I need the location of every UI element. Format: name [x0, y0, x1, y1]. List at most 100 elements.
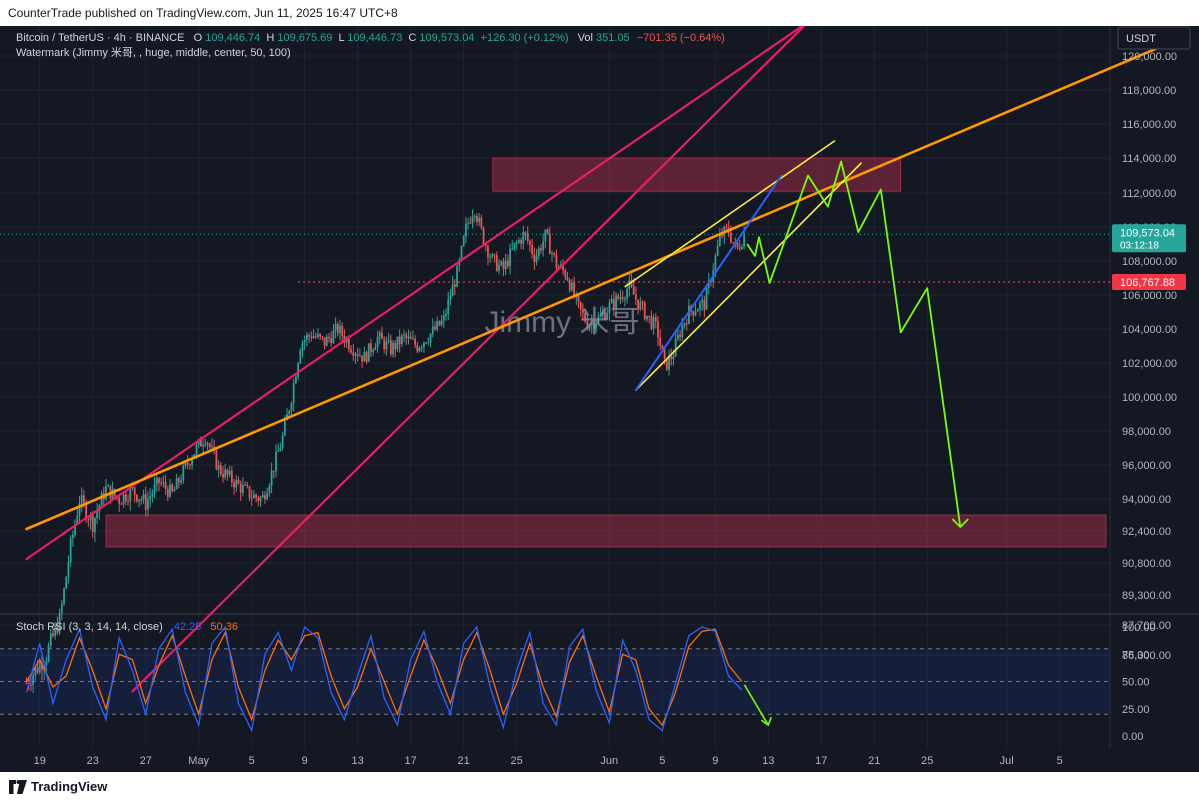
candle-body [32, 675, 35, 685]
channel-line [131, 26, 806, 693]
candle-body [725, 226, 728, 228]
candle [506, 254, 509, 269]
candle-body [632, 286, 635, 295]
candle [429, 333, 432, 348]
candle [257, 495, 260, 507]
candle [215, 449, 218, 471]
candle-body [372, 350, 375, 352]
candle [314, 332, 317, 339]
candle-body [131, 487, 134, 489]
candle-body [487, 245, 489, 258]
stoch-projection-arrow [760, 716, 773, 727]
candle-body [670, 356, 673, 360]
candle-body [617, 295, 620, 299]
stoch-d-line [25, 628, 743, 727]
price-tick-label: 106,000.00 [1122, 290, 1177, 302]
candle [78, 496, 81, 525]
candle-body [259, 497, 262, 501]
candle [412, 330, 414, 340]
candle-body [383, 338, 386, 350]
candle [129, 485, 132, 511]
candle-body [65, 576, 68, 589]
price-tick-label: 116,000.00 [1122, 119, 1176, 131]
candle [610, 295, 613, 304]
candle [650, 310, 653, 331]
candle [646, 315, 648, 323]
candle-body [535, 256, 538, 262]
candle-body [714, 255, 717, 271]
candle-body [610, 298, 613, 304]
candle-body [502, 261, 505, 270]
stoch-d-value: 50.36 [210, 621, 238, 633]
candle-body [138, 499, 141, 502]
candle-body [641, 302, 644, 304]
candle-body [365, 352, 368, 362]
candle [703, 295, 706, 318]
candle-body [354, 353, 357, 356]
candle [319, 333, 322, 341]
candle-body [626, 289, 628, 299]
price-tick-label: 114,000.00 [1122, 153, 1176, 165]
candle [80, 487, 83, 512]
candle-body [418, 347, 421, 352]
stoch-tick-label: 0.00 [1122, 731, 1143, 743]
candle-body [281, 435, 284, 448]
candle [367, 343, 370, 362]
candle [308, 332, 311, 344]
price-axis[interactable]: 120,000.00 118,000.00 116,000.00 114,000.00… [1122, 51, 1177, 743]
candle-body [623, 298, 626, 300]
candle [65, 576, 68, 590]
candle-body [374, 347, 377, 351]
candle-body [464, 223, 467, 237]
candle-body [272, 470, 275, 472]
candle-body [270, 470, 273, 486]
candle [239, 480, 242, 501]
candle-body [350, 349, 352, 353]
last-price-tag [1112, 224, 1186, 253]
candle [330, 331, 333, 347]
candle-body [407, 336, 410, 339]
candle-body [593, 321, 595, 329]
candle-body [683, 323, 686, 326]
candle-body [533, 254, 536, 262]
candle-body [456, 266, 458, 287]
chart-canvas[interactable]: Jimmy 米哥 120,000.00118,000.00116,000.001… [0, 26, 1199, 772]
candle [520, 237, 523, 250]
candle-body [458, 259, 461, 267]
candle-body [584, 312, 587, 322]
candle-body [38, 663, 41, 673]
candle-body [394, 342, 397, 350]
candle-body [498, 264, 500, 271]
candle-body [548, 233, 551, 255]
candle-body [87, 519, 90, 521]
candle-body [429, 333, 432, 343]
currency-button[interactable]: USDT [1117, 26, 1191, 50]
candle-body [158, 477, 160, 483]
candle [356, 347, 359, 362]
candle-body [76, 515, 79, 524]
candle-body [264, 495, 266, 500]
candle-body [703, 299, 706, 310]
candle-body [489, 257, 492, 259]
candle-body [215, 450, 218, 470]
candle-body [67, 562, 70, 577]
time-axis[interactable]: 19 23 27 May 5 9 13 17 21 25 Jun 5 9 13 17 21 25 Jul 5 [34, 755, 1063, 767]
candle [612, 291, 615, 317]
candle-body [531, 244, 534, 255]
candle-body [147, 498, 149, 510]
candle-body [562, 264, 564, 271]
candle-body [568, 279, 571, 291]
wedge-line [624, 140, 836, 288]
candle-body [253, 494, 255, 498]
candle [363, 346, 366, 362]
candle [142, 489, 145, 504]
low-label: L [338, 32, 344, 44]
price-zone [492, 157, 902, 192]
drawings [0, 26, 1181, 693]
candle [96, 503, 99, 524]
stoch-rsi-pane [0, 625, 1110, 733]
candle-body [361, 355, 364, 362]
projection-path [746, 160, 962, 528]
candle-body [637, 299, 640, 310]
candle-body [367, 343, 370, 362]
